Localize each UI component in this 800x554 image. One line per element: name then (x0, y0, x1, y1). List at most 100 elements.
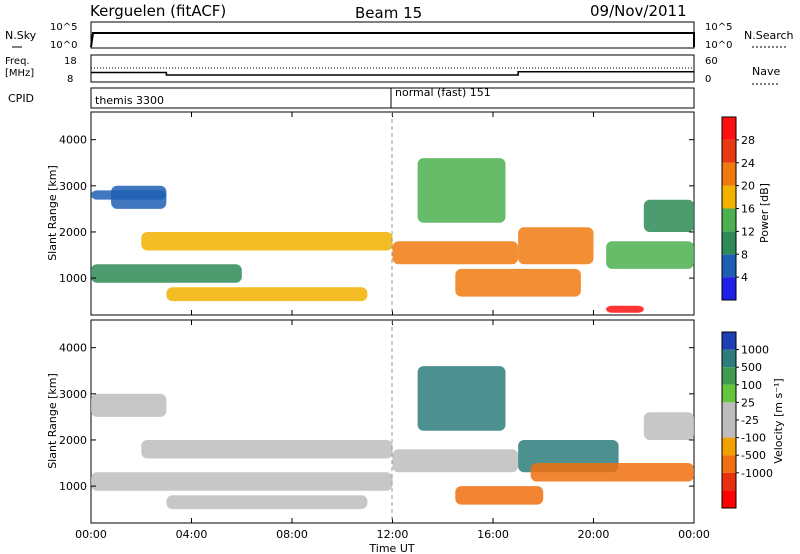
velocity-colorbar-tick-label-0: 1000 (741, 344, 769, 357)
velocity-colorbar-swatch-2 (722, 367, 736, 385)
freq-label-1: Freq. (5, 56, 30, 67)
x-axis-ticks: 00:00 04:00 08:00 12:00 16:00 20:00 00:00 (75, 112, 710, 541)
nsky-panel (90, 21, 695, 49)
x-axis-label: Time UT (368, 542, 414, 554)
power-colorbar-swatch-2 (722, 231, 736, 255)
velocity-colorbar-tick-label-2: 100 (741, 379, 762, 392)
x-tick-label-4: 16:00 (477, 528, 509, 541)
power-feature-9 (606, 241, 694, 269)
power-ytick-label-0: 1000 (59, 272, 87, 285)
velocity-ytick-label-1: 2000 (59, 434, 87, 447)
power-ytick-label-2: 3000 (59, 180, 87, 193)
velocity-feature-4 (392, 449, 519, 473)
nsky-tick-bottom: 10^0 (50, 40, 77, 51)
nave-tick-bottom: 0 (705, 74, 711, 85)
power-feature-7 (455, 268, 581, 297)
velocity-feature-7 (530, 463, 694, 482)
power-feature-3 (392, 241, 519, 265)
power-feature-4 (91, 264, 242, 283)
velocity-colorbar-swatch-3 (722, 384, 736, 403)
velocity-feature-8 (455, 486, 544, 505)
power-colorbar-swatch-1 (722, 254, 736, 278)
velocity-colorbar-swatch-5 (722, 420, 736, 438)
velocity-feature-5 (417, 366, 506, 431)
power-colorbar-tick-label-1: 8 (741, 248, 748, 261)
freq-trace (91, 70, 694, 76)
power-colorbar-tick-label-6: 28 (741, 134, 755, 147)
cpid-label: CPID (8, 92, 34, 105)
beam-title: Beam 15 (355, 4, 422, 22)
power-feature-10 (643, 199, 695, 232)
power-feature-2 (141, 232, 393, 251)
velocity-feature-0 (91, 393, 167, 417)
power-feature-8 (518, 227, 594, 265)
velocity-ytick-label-2: 3000 (59, 388, 87, 401)
velocity-colorbar-tick-label-5: -100 (741, 432, 766, 445)
velocity-feature-3 (166, 495, 368, 510)
velocity-colorbar-swatch-7 (722, 455, 736, 473)
power-colorbar-swatch-3 (722, 208, 736, 232)
velocity-colorbar-swatch-0 (722, 332, 736, 350)
power-feature-11 (606, 305, 644, 313)
velocity-marks (91, 366, 695, 510)
power-feature-1 (111, 185, 167, 209)
power-colorbar-swatch-7 (722, 117, 736, 140)
velocity-ytick-label-0: 1000 (59, 480, 87, 493)
velocity-colorbar-label: Velocity [m s⁻¹] (772, 378, 785, 463)
velocity-feature-9 (643, 412, 695, 440)
cpid-segment-2: normal (fast) 151 (395, 86, 491, 99)
velocity-colorbar-tick-label-7: -1000 (741, 467, 773, 480)
nsky-trace (90, 32, 695, 48)
x-tick-label-3: 12:00 (377, 528, 409, 541)
power-colorbar-label: Power [dB] (758, 183, 771, 243)
velocity-colorbar-tick-label-1: 500 (741, 361, 762, 374)
freq-tick-bottom: 8 (67, 74, 73, 85)
velocity-colorbar-swatch-8 (722, 472, 736, 491)
x-tick-label-0: 00:00 (75, 528, 107, 541)
velocity-feature-2 (91, 472, 393, 491)
power-colorbar-tick-label-5: 24 (741, 157, 755, 170)
x-tick-label-5: 20:00 (578, 528, 610, 541)
station-title: Kerguelen (fitACF) (90, 2, 226, 20)
velocity-colorbar: 1000 500 100 25 -25 -100 -500 -1000 (721, 331, 773, 509)
power-colorbar-tick-label-2: 12 (741, 225, 755, 238)
nsky-label: N.Sky (5, 29, 37, 42)
x-tick-label-6: 00:00 (678, 528, 710, 541)
nsky-tick-top: 10^5 (50, 22, 77, 33)
power-colorbar-tick-label-0: 4 (741, 271, 748, 284)
power-ylabel: Slant Range [km] (46, 165, 59, 261)
velocity-colorbar-swatch-4 (722, 402, 736, 420)
velocity-yticks: 1000 2000 3000 4000 (59, 342, 694, 493)
nsearch-tick-bottom: 10^0 (705, 40, 732, 51)
velocity-feature-1 (141, 440, 393, 459)
nave-tick-top: 60 (705, 56, 718, 67)
nsearch-tick-top: 10^5 (705, 22, 732, 33)
x-tick-label-2: 08:00 (276, 528, 308, 541)
power-colorbar-tick-label-4: 20 (741, 180, 755, 193)
cpid-panel (90, 87, 695, 109)
power-ytick-label-3: 4000 (59, 134, 87, 147)
freq-label-2: [MHz] (5, 68, 34, 79)
power-feature-6 (417, 158, 506, 223)
velocity-colorbar-tick-label-6: -500 (741, 449, 766, 462)
power-colorbar-swatch-0 (722, 277, 736, 300)
velocity-colorbar-swatch-9 (722, 490, 736, 508)
x-tick-label-1: 04:00 (176, 528, 208, 541)
power-colorbar-swatch-5 (722, 162, 736, 186)
nave-label: Nave (752, 65, 780, 78)
date-title: 09/Nov/2011 (590, 2, 687, 20)
power-feature-5 (166, 287, 368, 302)
power-colorbar: 4 8 12 16 20 24 28 (721, 116, 755, 301)
cpid-segment-1: themis 3300 (95, 94, 164, 107)
velocity-colorbar-swatch-1 (722, 349, 736, 368)
freq-tick-top: 18 (64, 56, 77, 67)
power-marks (91, 158, 695, 313)
velocity-colorbar-swatch-6 (722, 437, 736, 456)
power-colorbar-tick-label-3: 16 (741, 203, 755, 216)
power-ytick-label-1: 2000 (59, 226, 87, 239)
velocity-colorbar-tick-label-4: -25 (741, 414, 759, 427)
velocity-colorbar-tick-label-3: 25 (741, 396, 755, 409)
nsearch-label: N.Search (744, 29, 794, 42)
power-colorbar-swatch-6 (722, 139, 736, 163)
